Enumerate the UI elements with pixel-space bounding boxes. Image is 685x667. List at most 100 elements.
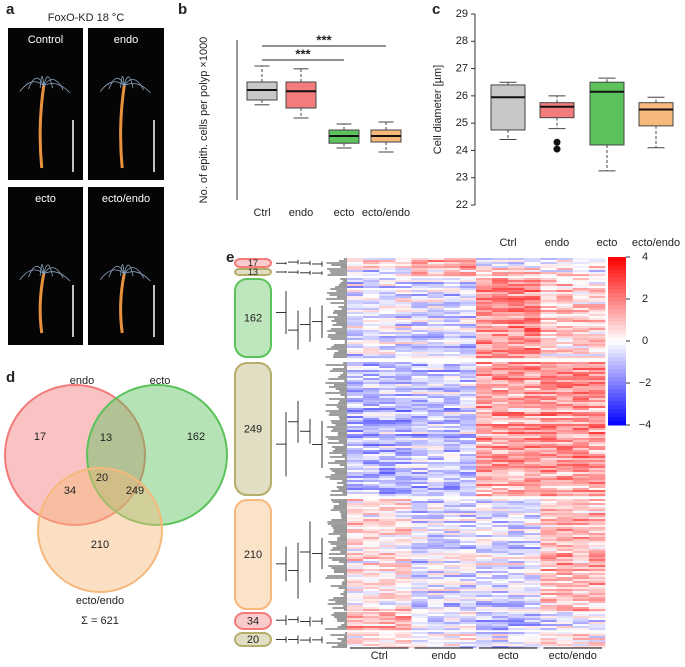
heatmap-cell [379,466,396,469]
heatmap-cell [411,626,428,629]
heatmap-cell [443,444,461,447]
heatmap-cell [508,414,525,417]
heatmap-cell [476,601,493,604]
heatmap-cell [492,368,509,371]
heatmap-cell [427,509,445,512]
heatmap-cell [363,404,380,407]
heatmap-cell [492,352,509,355]
heatmap-cell [427,603,445,606]
heatmap-cell [379,310,396,313]
heatmap-cell [427,336,445,339]
heatmap-cell [508,559,525,562]
heatmap-cell [476,622,493,625]
heatmap-cell [411,478,428,481]
heatmap-cell [395,370,412,373]
heatmap-cell [540,436,557,439]
heatmap-cell [411,386,428,389]
heatmap-cell [540,484,557,487]
heatmap-cell [572,366,590,369]
heatmap-cell [556,488,574,491]
heatmap-cell [556,599,574,602]
heatmap-cell [476,589,493,592]
heatmap-cell [395,626,412,629]
heatmap-cell [492,434,509,437]
colorbar-step [608,377,626,382]
heatmap-cell [588,268,606,271]
heatmap-cell [492,517,509,520]
heatmap-cell [395,612,412,615]
heatmap-cell [508,539,525,542]
heatmap-cell [427,605,445,608]
heatmap-cell [508,646,525,649]
heatmap-cell [556,583,574,586]
heatmap-cell [556,478,574,481]
heatmap-cell [572,302,590,305]
heatmap-cell [492,579,509,582]
heatmap-cell [459,392,477,395]
heatmap-cell [395,448,412,451]
heatmap-cell [459,585,477,588]
heatmap-cell [524,555,541,558]
heatmap-cell [492,334,509,337]
heatmap-cell [443,579,461,582]
heatmap-cell [476,569,493,572]
heatmap-cell [379,328,396,331]
panel-label: a [6,1,15,18]
heatmap-cell [427,382,445,385]
heatmap-cell [411,428,428,431]
heatmap-cell [379,595,396,598]
heatmap-cell [347,448,364,451]
heatmap-cell [508,400,525,403]
heatmap-cell [588,644,606,647]
heatmap-cell [379,412,396,415]
heatmap-cell [492,306,509,309]
heatmap-cell [492,398,509,401]
heatmap-cell [540,264,557,267]
heatmap-cell [588,398,606,401]
heatmap-cell [443,342,461,345]
heatmap-cell [556,571,574,574]
heatmap-cell [363,517,380,520]
heatmap-cell [540,490,557,493]
colorbar-step [608,345,626,350]
heatmap-cell [588,547,606,550]
heatmap-cell [556,507,574,510]
heatmap-cell [363,386,380,389]
heatmap-cell [347,354,364,357]
heatmap-cell [476,302,493,305]
heatmap-cell [411,332,428,335]
heatmap-cell [379,302,396,305]
heatmap-cell [379,370,396,373]
heatmap-cell [508,436,525,439]
heatmap-cell [540,511,557,514]
heatmap-cell [588,464,606,467]
heatmap-cell [347,412,364,415]
heatmap-cell [443,563,461,566]
heatmap-cell [524,306,541,309]
tentacle [108,77,125,90]
heatmap-cell [347,632,364,635]
heatmap-cell [411,607,428,610]
heatmap-cell [588,438,606,441]
heatmap-cell [411,364,428,367]
heatmap-cell [395,642,412,645]
heatmap-cell [395,601,412,604]
heatmap-cell [411,472,428,475]
heatmap-cell [347,539,364,542]
heatmap-cell [379,304,396,307]
heatmap-cell [476,342,493,345]
photo-label: endo [114,34,138,46]
heatmap-cell [556,392,574,395]
heatmap-cell [508,432,525,435]
heatmap-cell [588,563,606,566]
venn-set-label: ecto [150,375,171,387]
heatmap-cell [443,559,461,562]
heatmap-cell [411,308,428,311]
heatmap-cell [508,364,525,367]
heatmap-cell [427,288,445,291]
y-tick-label: 24 [456,144,468,156]
heatmap-cell [540,292,557,295]
heatmap-cell [427,440,445,443]
heatmap-cell [395,284,412,287]
heatmap-cell [395,348,412,351]
